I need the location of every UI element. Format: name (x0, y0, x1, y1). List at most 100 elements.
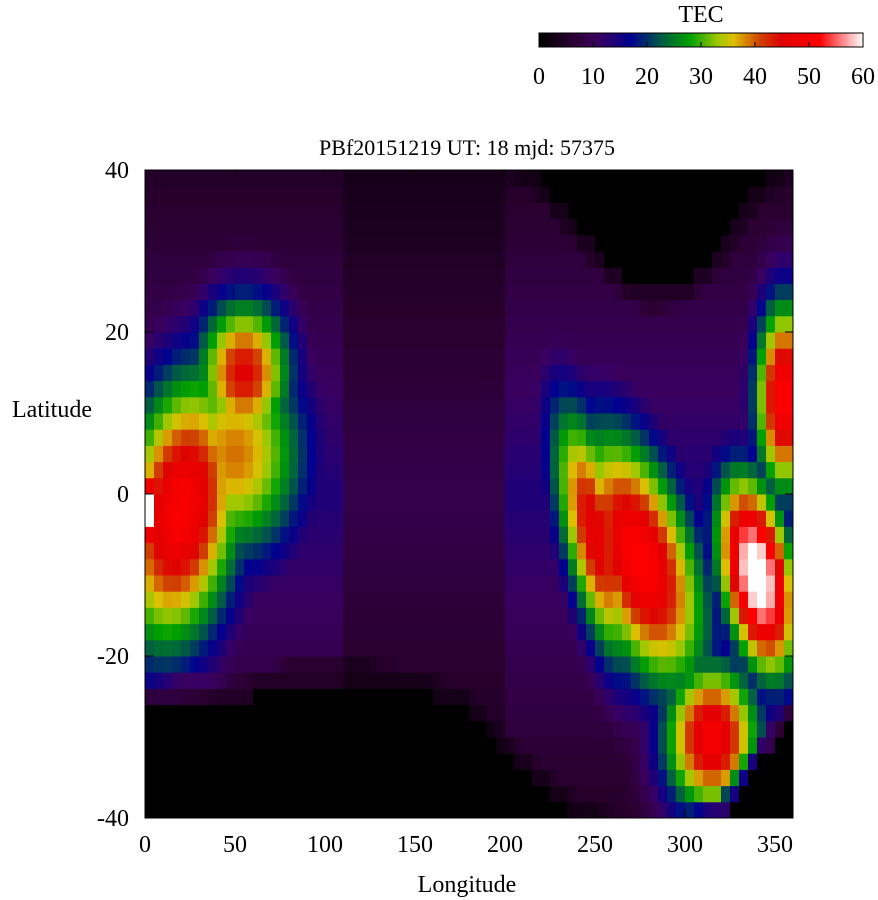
heatmap-cell (766, 396, 776, 414)
heatmap-cell (289, 348, 299, 365)
y-tick-label: 0 (117, 482, 129, 508)
heatmap-cell (442, 542, 452, 560)
heatmap-cell (604, 380, 614, 398)
heatmap-cell (667, 380, 677, 398)
heatmap-cell (712, 251, 722, 268)
heatmap-cell (226, 688, 236, 706)
heatmap-cell (640, 267, 650, 284)
heatmap-cell (748, 332, 758, 349)
heatmap-cell (388, 656, 398, 673)
heatmap-cell (352, 526, 362, 544)
heatmap-cell (451, 332, 461, 349)
heatmap-cell (262, 445, 272, 463)
heatmap-cell (460, 283, 470, 301)
heatmap-cell (307, 234, 317, 252)
heatmap-cell (307, 332, 317, 349)
heatmap-cell (577, 607, 587, 625)
heatmap-cell (514, 364, 524, 382)
heatmap-cell (397, 299, 407, 317)
heatmap-cell (163, 170, 173, 187)
heatmap-cell (190, 688, 200, 706)
heatmap-cell (334, 186, 344, 203)
heatmap-cell (541, 720, 551, 738)
heatmap-cell (190, 785, 200, 803)
heatmap-cell (379, 801, 389, 819)
heatmap-cell (163, 639, 173, 657)
heatmap-cell (397, 494, 407, 511)
heatmap-cell (478, 575, 488, 592)
heatmap-cell (514, 477, 524, 495)
heatmap-cell (307, 639, 317, 657)
heatmap-cell (703, 429, 713, 446)
heatmap-cell (487, 299, 497, 317)
heatmap-cell (325, 218, 335, 236)
heatmap-cell (253, 591, 263, 608)
heatmap-cell (154, 251, 164, 268)
heatmap-cell (730, 753, 740, 770)
heatmap-cell (451, 639, 461, 657)
heatmap-cell (433, 526, 443, 544)
heatmap-cell (541, 380, 551, 398)
heatmap-cell (478, 510, 488, 527)
heatmap-cell (298, 202, 308, 220)
heatmap-cell (406, 461, 416, 479)
heatmap-cell (730, 623, 740, 641)
heatmap-cell (253, 218, 263, 236)
heatmap-cell (343, 218, 353, 236)
heatmap-cell (730, 607, 740, 625)
heatmap-cell (523, 785, 533, 803)
heatmap-cell (262, 494, 272, 511)
heatmap-cell (361, 542, 371, 560)
heatmap-cell (487, 396, 497, 414)
heatmap-cell (541, 396, 551, 414)
heatmap-cell (766, 558, 776, 576)
heatmap-cell (541, 801, 551, 819)
heatmap-cell (442, 315, 452, 333)
heatmap-cell (370, 623, 380, 641)
heatmap-cell (145, 299, 155, 317)
heatmap-cell (586, 753, 596, 770)
heatmap-cell (442, 445, 452, 463)
heatmap-cell (442, 704, 452, 722)
heatmap-cell (172, 623, 182, 641)
heatmap-cell (451, 445, 461, 463)
heatmap-cell (334, 380, 344, 398)
heatmap-cell (631, 558, 641, 576)
heatmap-cell (370, 510, 380, 527)
heatmap-cell (154, 607, 164, 625)
heatmap-cell (424, 186, 434, 203)
heatmap-cell (478, 704, 488, 722)
heatmap-cell (316, 461, 326, 479)
heatmap-cell (217, 785, 227, 803)
heatmap-cell (415, 445, 425, 463)
heatmap-cell (739, 623, 749, 641)
heatmap-cell (505, 801, 515, 819)
heatmap-cell (505, 656, 515, 673)
heatmap-cell (397, 267, 407, 284)
heatmap-cell (640, 623, 650, 641)
heatmap-cell (181, 348, 191, 365)
heatmap-cell (325, 753, 335, 770)
heatmap-cell (172, 170, 182, 187)
heatmap-cell (523, 283, 533, 301)
heatmap-cell (622, 445, 632, 463)
heatmap-cell (307, 720, 317, 738)
heatmap-cell (190, 769, 200, 787)
heatmap-cell (307, 769, 317, 787)
heatmap-cell (199, 218, 209, 236)
heatmap-cell (631, 785, 641, 803)
heatmap-cell (694, 494, 704, 511)
heatmap-cell (595, 251, 605, 268)
heatmap-cell (748, 364, 758, 382)
heatmap-cell (613, 332, 623, 349)
heatmap-cell (469, 494, 479, 511)
heatmap-cell (694, 753, 704, 770)
heatmap-cell (766, 737, 776, 754)
heatmap-cell (478, 753, 488, 770)
heatmap-cell (460, 639, 470, 657)
heatmap-cell (361, 218, 371, 236)
heatmap-cell (469, 510, 479, 527)
heatmap-cell (568, 429, 578, 446)
heatmap-cell (514, 510, 524, 527)
heatmap-cell (415, 526, 425, 544)
